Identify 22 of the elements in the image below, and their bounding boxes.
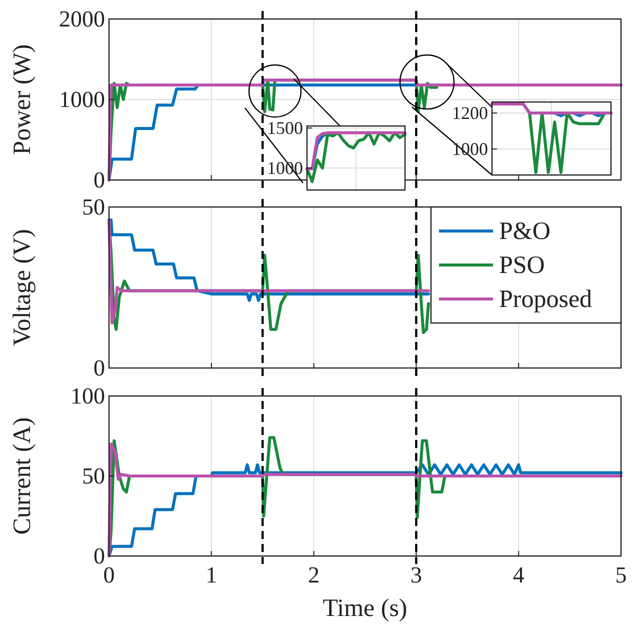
x-tick-label: 4	[512, 562, 525, 588]
y-tick-label: 0	[94, 355, 105, 380]
x-axis-title: Time (s)	[322, 595, 408, 622]
legend-label: PSO	[499, 252, 545, 279]
y-tick-label: 50	[82, 194, 105, 220]
y-axis-title: Power (W)	[9, 44, 36, 155]
y-axis-title: Voltage (V)	[9, 229, 36, 346]
legend-label: Proposed	[499, 286, 593, 313]
x-tick-label: 3	[410, 562, 422, 588]
y-tick-label: 0	[94, 167, 105, 192]
y-tick-label: 1000	[59, 86, 105, 112]
y-tick-label: 100	[70, 383, 105, 408]
y-tick-label: 0	[94, 543, 105, 568]
x-tick-label: 2	[308, 562, 320, 588]
x-tick-label: 5	[615, 562, 627, 588]
y-tick-label: 1500	[267, 118, 303, 138]
x-tick-label: 1	[206, 562, 218, 588]
y-tick-label: 50	[82, 463, 105, 488]
y-axis-title: Current (A)	[9, 417, 36, 535]
legend-label: P&O	[499, 218, 550, 245]
y-tick-label: 2000	[59, 6, 105, 32]
y-tick-label: 1200	[452, 102, 488, 123]
